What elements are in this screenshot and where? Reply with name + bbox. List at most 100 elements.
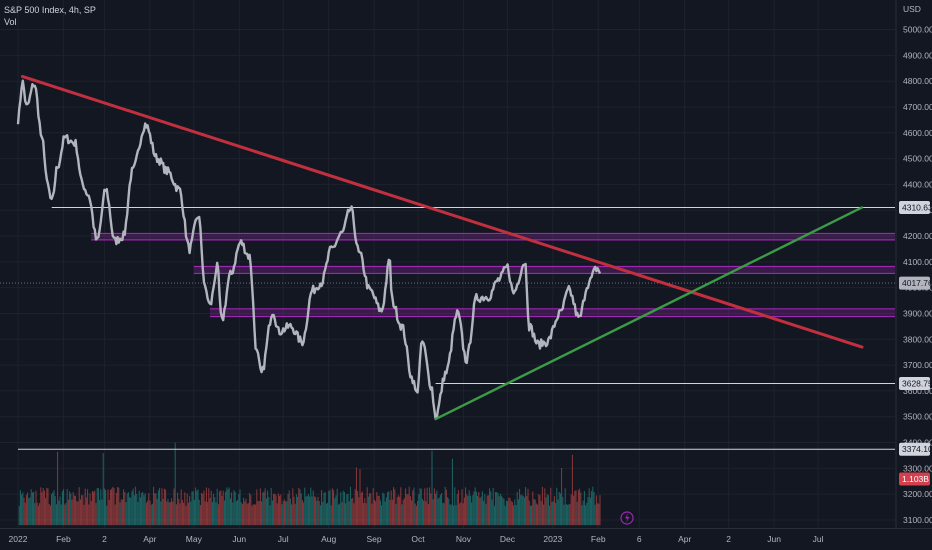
volume-bar — [59, 496, 61, 526]
volume-bar — [517, 499, 519, 526]
volume-bar — [474, 487, 476, 526]
volume-bar — [522, 496, 524, 526]
volume-bar — [353, 503, 355, 526]
volume-bar — [539, 495, 541, 526]
volume-bar — [394, 489, 396, 526]
volume-bar — [135, 486, 137, 526]
price-tick-label: 5000.00 — [903, 25, 932, 35]
volume-bar — [195, 487, 197, 526]
volume-bar — [31, 492, 33, 526]
volume-bar — [311, 496, 313, 526]
volume-bar — [131, 491, 133, 526]
volume-bar — [315, 496, 317, 526]
volume-bar — [179, 503, 181, 526]
volume-bar — [565, 504, 567, 526]
volume-bar — [535, 503, 537, 526]
volume-bar — [109, 489, 111, 526]
volume-bar — [427, 504, 429, 526]
price-tick-label: 3100.00 — [903, 515, 932, 525]
volume-bar — [324, 492, 326, 526]
volume-bar — [174, 442, 176, 526]
volume-bar — [553, 496, 555, 526]
volume-bar — [450, 504, 452, 526]
volume-bar — [163, 488, 165, 526]
volume-bar — [124, 491, 126, 526]
volume-bar — [139, 497, 141, 526]
volume-bar — [467, 495, 469, 526]
volume-bar — [256, 489, 258, 526]
volume-bar — [23, 497, 25, 526]
volume-bar — [501, 495, 503, 526]
volume-bar — [105, 490, 107, 526]
volume-bar — [209, 498, 211, 526]
currency-label: USD — [903, 4, 921, 14]
volume-bar — [269, 505, 271, 526]
volume-bar — [287, 494, 289, 526]
volume-bar — [333, 490, 335, 526]
volume-bar — [142, 491, 144, 526]
volume-bar — [385, 497, 387, 526]
time-tick-label: Apr — [678, 534, 691, 544]
volume-bar — [233, 490, 235, 526]
volume-bar — [178, 498, 180, 526]
volume-bar — [507, 501, 509, 526]
volume-bar — [430, 493, 432, 526]
symbol-title[interactable]: S&P 500 Index, 4h, SP — [4, 5, 96, 15]
volume-bar — [33, 491, 35, 526]
volume-bar — [251, 505, 253, 526]
volume-bar — [39, 503, 41, 526]
volume-bar — [547, 495, 549, 526]
volume-bar — [61, 491, 63, 526]
volume-bar — [243, 497, 245, 526]
volume-bar — [564, 488, 566, 526]
volume-bar — [186, 493, 188, 526]
price-tick-label: 4400.00 — [903, 179, 932, 189]
volume-bar — [528, 500, 530, 526]
volume-bar — [225, 491, 227, 526]
volume-bar — [34, 503, 36, 526]
volume-bar — [76, 501, 78, 526]
volume-bar — [93, 491, 95, 526]
volume-bar — [485, 503, 487, 526]
volume-bar — [492, 487, 494, 526]
volume-bar — [148, 493, 150, 526]
volume-bar — [438, 497, 440, 526]
level-badge: 3374.10 — [902, 444, 932, 454]
volume-bar — [592, 486, 594, 526]
volume-bar — [203, 490, 205, 526]
volume-label[interactable]: Vol — [4, 17, 17, 27]
volume-bar — [531, 505, 533, 526]
volume-bar — [228, 487, 230, 526]
volume-bar — [349, 486, 351, 526]
volume-bar — [192, 491, 194, 526]
volume-bar — [498, 496, 500, 526]
volume-bar — [303, 502, 305, 526]
volume-bar — [588, 488, 590, 526]
volume-bar — [414, 503, 416, 526]
volume-bar — [241, 504, 243, 526]
volume-bar — [568, 504, 570, 526]
volume-bar — [117, 486, 119, 526]
volume-bar — [439, 494, 441, 526]
volume-bar — [227, 489, 229, 526]
volume-bar — [45, 498, 47, 526]
volume-bar — [185, 505, 187, 526]
volume-bar — [419, 488, 421, 526]
volume-bar — [431, 450, 433, 526]
volume-bar — [406, 494, 408, 526]
volume-bar — [371, 503, 373, 526]
volume-bar — [593, 492, 595, 526]
volume-bar — [469, 495, 471, 526]
volume-bar — [426, 487, 428, 526]
volume-bar — [239, 489, 241, 526]
volume-bar — [478, 492, 480, 526]
volume-bar — [451, 458, 453, 526]
volume-bar — [181, 499, 183, 526]
volume-bar — [435, 493, 437, 526]
volume-bar — [525, 486, 527, 526]
volume-bar — [573, 495, 575, 526]
volume-bar — [19, 490, 21, 526]
volume-bar — [557, 499, 559, 526]
volume-bar — [378, 495, 380, 526]
